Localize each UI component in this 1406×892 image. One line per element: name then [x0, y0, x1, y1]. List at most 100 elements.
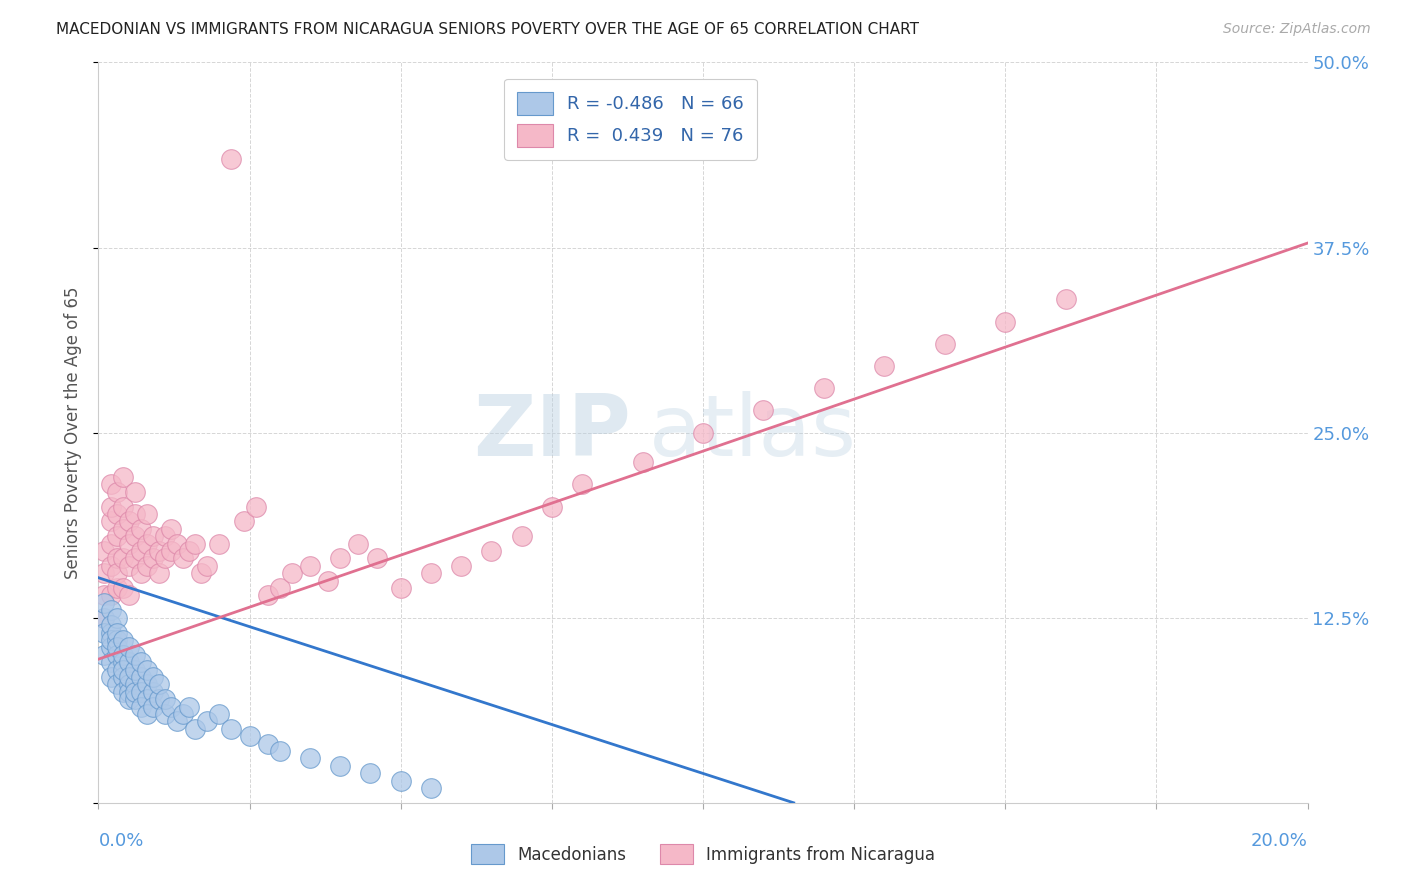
Point: [118, 515, 141, 529]
Point: [129, 699, 152, 714]
Point: [100, 536, 122, 550]
Point: [105, 677, 128, 691]
Point: [100, 477, 122, 491]
Point: [316, 574, 339, 588]
Point: [100, 640, 122, 655]
Point: [148, 692, 170, 706]
Point: [118, 589, 141, 603]
Point: [124, 677, 146, 691]
Point: [994, 314, 1017, 328]
Point: [299, 558, 322, 573]
Point: [153, 706, 176, 721]
Point: [420, 566, 443, 581]
Point: [93, 610, 115, 624]
Point: [510, 529, 533, 543]
Point: [124, 529, 146, 543]
Point: [631, 455, 654, 469]
Point: [450, 558, 472, 573]
Point: [135, 663, 157, 677]
Point: [148, 544, 170, 558]
Point: [129, 655, 152, 669]
Point: [184, 722, 207, 736]
Point: [752, 403, 775, 417]
Point: [195, 714, 218, 729]
Point: [100, 625, 122, 640]
Point: [124, 685, 146, 699]
Point: [172, 706, 194, 721]
Point: [692, 425, 714, 440]
Point: [111, 670, 134, 684]
Point: [142, 551, 165, 566]
Text: Source: ZipAtlas.com: Source: ZipAtlas.com: [1223, 22, 1371, 37]
Point: [153, 529, 176, 543]
Point: [281, 566, 304, 581]
Point: [142, 670, 165, 684]
Point: [93, 648, 115, 662]
Point: [111, 500, 134, 514]
Point: [100, 655, 122, 669]
Point: [118, 640, 141, 655]
Point: [166, 714, 188, 729]
Point: [118, 670, 141, 684]
Text: MACEDONIAN VS IMMIGRANTS FROM NICARAGUA SENIORS POVERTY OVER THE AGE OF 65 CORRE: MACEDONIAN VS IMMIGRANTS FROM NICARAGUA …: [56, 22, 920, 37]
Point: [245, 500, 267, 514]
Point: [105, 625, 128, 640]
Legend: R = -0.486   N = 66, R =  0.439   N = 76: R = -0.486 N = 66, R = 0.439 N = 76: [505, 78, 756, 160]
Point: [481, 544, 503, 558]
Point: [184, 536, 207, 550]
Point: [93, 566, 115, 581]
Point: [135, 692, 157, 706]
Point: [232, 515, 254, 529]
Point: [124, 648, 146, 662]
Point: [100, 670, 122, 684]
Text: ZIP: ZIP: [472, 391, 630, 475]
Point: [208, 536, 231, 550]
Point: [221, 722, 243, 736]
Point: [100, 500, 122, 514]
Point: [142, 529, 165, 543]
Point: [389, 773, 412, 788]
Point: [135, 507, 157, 521]
Point: [105, 484, 128, 499]
Point: [93, 589, 115, 603]
Point: [160, 544, 183, 558]
Point: [148, 677, 170, 691]
Point: [105, 507, 128, 521]
Y-axis label: Seniors Poverty Over the Age of 65: Seniors Poverty Over the Age of 65: [65, 286, 83, 579]
Point: [105, 648, 128, 662]
Point: [540, 500, 562, 514]
Point: [256, 737, 278, 751]
Point: [208, 706, 231, 721]
Point: [105, 551, 128, 566]
Point: [179, 544, 201, 558]
Point: [118, 692, 141, 706]
Point: [124, 507, 146, 521]
Point: [269, 581, 291, 595]
Point: [100, 618, 122, 632]
Point: [221, 152, 243, 166]
Point: [118, 536, 141, 550]
Text: atlas: atlas: [648, 391, 856, 475]
Point: [93, 625, 115, 640]
Point: [160, 522, 183, 536]
Point: [111, 632, 134, 647]
Point: [269, 744, 291, 758]
Point: [190, 566, 212, 581]
Point: [111, 551, 134, 566]
Point: [420, 780, 443, 795]
Point: [111, 522, 134, 536]
Point: [166, 536, 188, 550]
Legend: Macedonians, Immigrants from Nicaragua: Macedonians, Immigrants from Nicaragua: [464, 838, 942, 871]
Point: [105, 581, 128, 595]
Point: [1054, 293, 1077, 307]
Point: [100, 632, 122, 647]
Point: [124, 551, 146, 566]
Point: [124, 692, 146, 706]
Text: 20.0%: 20.0%: [1251, 832, 1308, 850]
Point: [129, 522, 152, 536]
Point: [813, 381, 835, 395]
Point: [111, 581, 134, 595]
Point: [105, 529, 128, 543]
Point: [135, 706, 157, 721]
Point: [129, 566, 152, 581]
